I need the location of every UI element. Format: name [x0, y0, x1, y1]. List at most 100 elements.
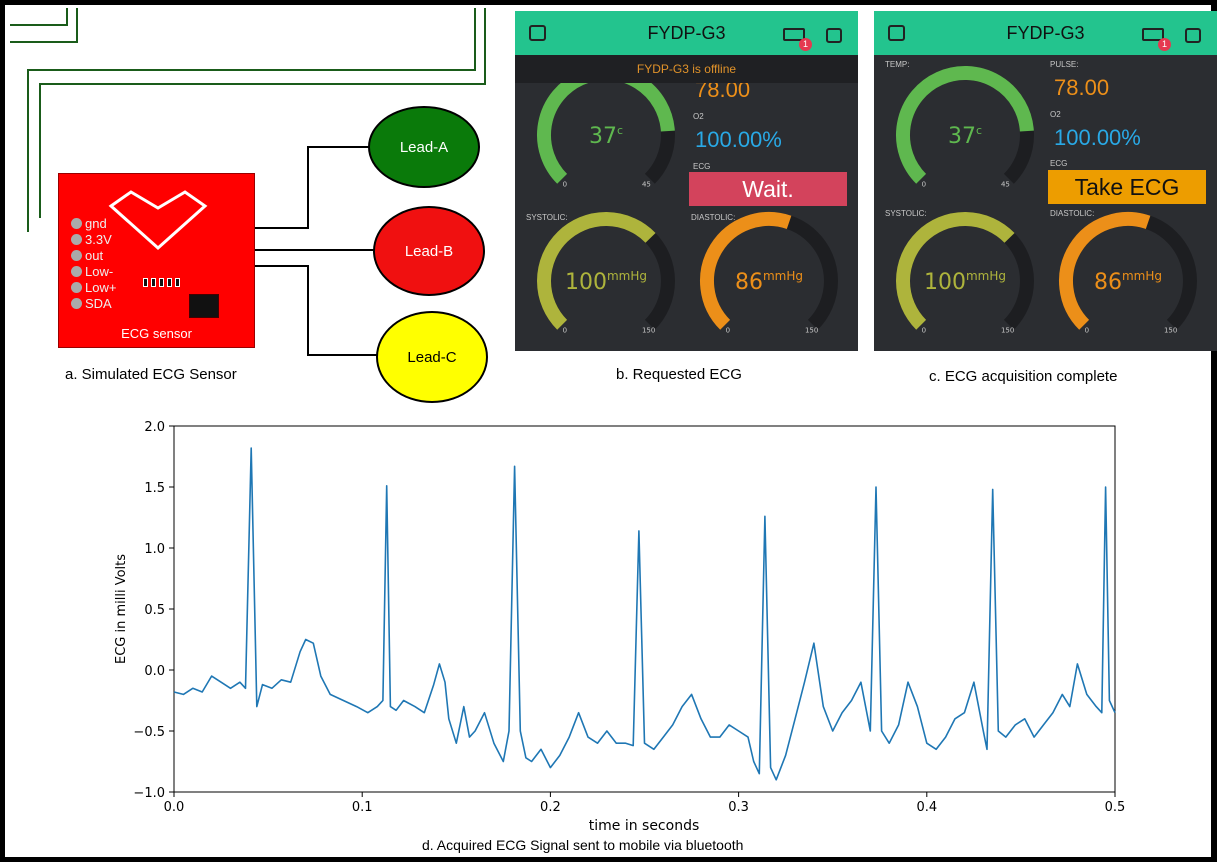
take-ecg-button[interactable]: Take ECG — [1048, 170, 1206, 204]
diastolic-gauge-value: 86mmHg — [1094, 269, 1162, 295]
pin-label: SDA — [85, 295, 112, 311]
y-tick-label: 2.0 — [144, 420, 165, 435]
systolic-gauge-value: 100mmHg — [924, 269, 1006, 295]
y-tick-label: −1.0 — [133, 786, 165, 801]
lead-b: Lead-B — [373, 206, 485, 296]
board-label: ECG sensor — [121, 326, 192, 341]
notification-badge: 1 — [799, 38, 812, 51]
diastolic-gauge-min: 0 — [1085, 326, 1089, 334]
pin-dot-icon — [71, 249, 82, 261]
device-icon[interactable] — [783, 28, 805, 41]
y-tick-label: 1.0 — [144, 542, 165, 557]
exit-icon[interactable] — [529, 25, 546, 41]
pin-dot-icon — [71, 297, 82, 309]
ecg-label: ECG — [1050, 159, 1068, 168]
o2-label: O2 — [1050, 110, 1061, 119]
pin-dot-icon — [71, 281, 82, 293]
temp-label: TEMP: — [885, 60, 910, 69]
diastolic-label: DIASTOLIC: — [1050, 209, 1095, 218]
x-tick-label: 0.2 — [540, 800, 561, 815]
systolic-label: SYSTOLIC: — [885, 209, 927, 218]
lead-c-label: Lead-C — [407, 348, 457, 366]
smd-component — [175, 278, 180, 287]
pin-low-plus: Low+ — [71, 279, 117, 295]
pin-label: 3.3V — [85, 231, 112, 247]
systolic-gauge-value: 100mmHg — [565, 269, 647, 295]
caption-a: a. Simulated ECG Sensor — [65, 366, 237, 383]
ecg-signal-line — [173, 447, 1116, 781]
pin-sda: SDA — [71, 295, 112, 311]
diastolic-gauge-value: 86mmHg — [735, 269, 803, 295]
diastolic-gauge-arc — [700, 212, 792, 330]
smd-component — [159, 278, 164, 287]
gauges-panel-b: 37c 0 45 100mmHg 0 150 86mmHg 0 150 — [537, 66, 838, 334]
o2-value: 100.00% — [695, 127, 782, 152]
sensor-wiring — [10, 8, 486, 356]
x-tick-label: 0.1 — [352, 800, 373, 815]
smd-component — [143, 278, 148, 287]
lead-a-label: Lead-A — [399, 138, 449, 156]
x-axis-label: time in seconds — [589, 818, 700, 834]
systolic-label: SYSTOLIC: — [526, 213, 568, 222]
app-title: FYDP-G3 — [647, 23, 726, 43]
temp-gauge-max: 45 — [1001, 180, 1010, 188]
pin-gnd: gnd — [71, 215, 107, 231]
pin-label: Low- — [85, 263, 114, 279]
systolic-gauge-arc — [537, 212, 656, 330]
smd-component — [151, 278, 156, 287]
app-title: FYDP-G3 — [1006, 23, 1085, 43]
temp-gauge-min: 0 — [922, 180, 926, 188]
pin-label: gnd — [85, 215, 107, 231]
x-tick-label: 0.5 — [1105, 800, 1126, 815]
caption-b: b. Requested ECG — [616, 366, 742, 383]
phone-acquisition-complete: FYDP-G3 1 37c 0 45 100mmHg 0 150 86mmHg 0 150 TE… — [874, 11, 1217, 351]
app-header: FYDP-G3 1 — [515, 11, 858, 55]
y-tick-label: 0.0 — [144, 664, 165, 679]
pin-label: out — [85, 247, 104, 263]
ecg-chart: ECG in milli Volts time in seconds 0.0 0.… — [114, 420, 1126, 834]
systolic-gauge-min: 0 — [922, 326, 926, 334]
temp-gauge-arc — [896, 66, 1034, 184]
y-tick-label: 1.5 — [144, 481, 165, 496]
gauges-panel-c: 37c 0 45 100mmHg 0 150 86mmHg 0 150 — [896, 66, 1197, 334]
pulse-value: 78.00 — [1054, 75, 1110, 100]
o2-value: 100.00% — [1054, 125, 1141, 150]
systolic-gauge-max: 150 — [1001, 326, 1014, 334]
settings-square-icon[interactable] — [1185, 28, 1201, 43]
settings-square-icon[interactable] — [826, 28, 842, 43]
diastolic-gauge-min: 0 — [726, 326, 730, 334]
device-icon[interactable] — [1142, 28, 1164, 41]
pin-low-minus: Low- — [71, 263, 114, 279]
sensor-chip — [189, 294, 219, 318]
ecg-sensor-board: gnd 3.3V out Low- Low+ SDA ECG sensor — [58, 173, 255, 348]
lead-a: Lead-A — [368, 106, 480, 188]
pin-label: Low+ — [85, 279, 117, 295]
lead-b-label: Lead-B — [404, 242, 454, 260]
pulse-label: PULSE: — [1050, 60, 1079, 69]
x-tick-label: 0.4 — [916, 800, 937, 815]
y-tick-label: −0.5 — [133, 725, 165, 740]
app-header: FYDP-G3 1 — [874, 11, 1217, 55]
lead-c: Lead-C — [376, 311, 488, 403]
caption-c: c. ECG acquisition complete — [929, 368, 1118, 385]
phone-requested-ecg: FYDP-G3 1 FYDP-G3 is offline 37c 0 45 100mm… — [515, 11, 858, 351]
notification-badge: 1 — [1158, 38, 1171, 51]
diastolic-gauge-arc — [1059, 212, 1151, 330]
temp-gauge-min: 0 — [563, 180, 567, 188]
ecg-wait-button[interactable]: Wait. — [689, 172, 847, 206]
diastolic-label: DIASTOLIC: — [691, 213, 736, 222]
temp-gauge-max: 45 — [642, 180, 651, 188]
pin-dot-icon — [71, 217, 82, 229]
diastolic-gauge-max: 150 — [1164, 326, 1177, 334]
diastolic-gauge-max: 150 — [805, 326, 818, 334]
temp-gauge-value: 37c — [948, 124, 982, 149]
systolic-gauge-arc — [896, 212, 1015, 330]
x-tick-label: 0.0 — [164, 800, 185, 815]
y-tick-label: 0.5 — [144, 603, 165, 618]
systolic-gauge-min: 0 — [563, 326, 567, 334]
ecg-label: ECG — [693, 162, 711, 171]
offline-banner: FYDP-G3 is offline — [515, 55, 858, 83]
exit-icon[interactable] — [888, 25, 905, 41]
y-axis-label: ECG in milli Volts — [114, 554, 129, 664]
